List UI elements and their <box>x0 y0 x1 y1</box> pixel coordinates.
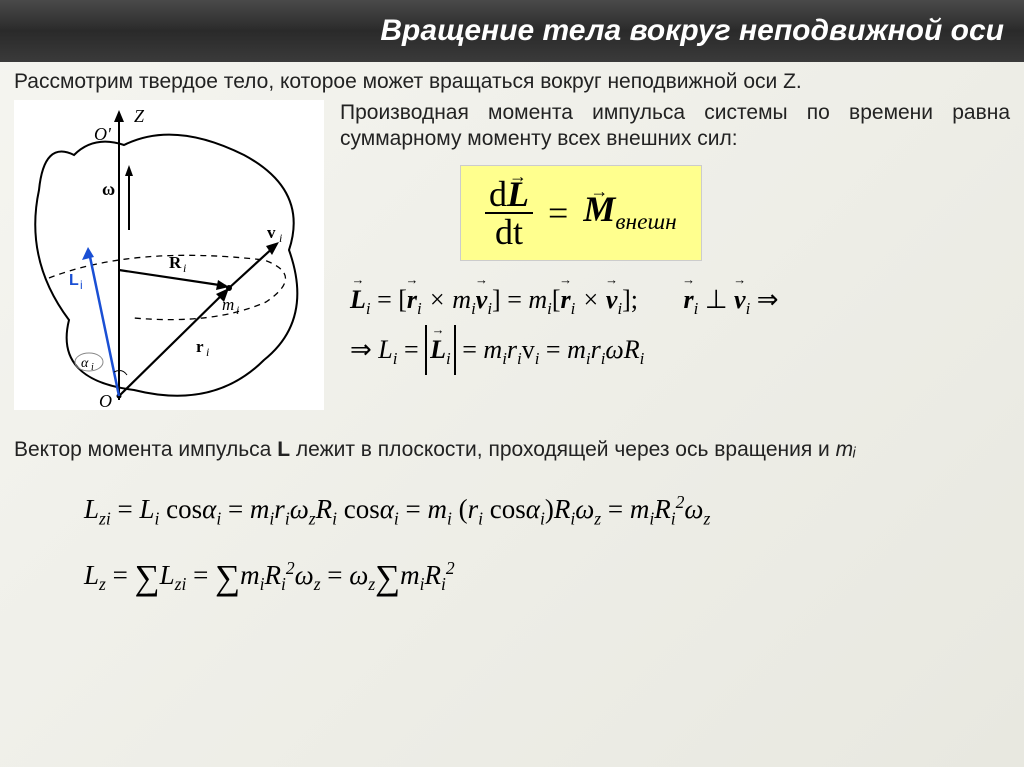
derivative-text: Производная момента импульса системы по … <box>340 100 1010 153</box>
svg-text:i: i <box>206 345 209 359</box>
equation-Li-definition: Li = [ri × mivi] = mi[ri × vi]; ri ⊥ vi … <box>340 275 1010 325</box>
svg-text:v: v <box>267 223 276 242</box>
main-formula: dL dt = Mвнешн <box>460 165 702 261</box>
slide-title: Вращение тела вокруг неподвижной оси <box>380 14 1004 48</box>
slide-content: Рассмотрим твердое тело, которое может в… <box>0 62 1024 625</box>
svg-text:O': O' <box>94 124 112 144</box>
svg-text:i: i <box>91 362 94 373</box>
svg-text:i: i <box>183 261 186 275</box>
svg-text:i: i <box>80 278 83 292</box>
intro-text: Рассмотрим твердое тело, которое может в… <box>14 70 1010 94</box>
svg-text:r: r <box>196 337 204 356</box>
diagram-svg: O' Z O ω m i R i r i <box>14 100 324 410</box>
equation-Li-magnitude: ⇒ Li = Li = mirivi = miriωRi <box>340 325 1010 375</box>
rotation-diagram: O' Z O ω m i R i r i <box>14 100 324 410</box>
svg-text:ω: ω <box>102 179 115 199</box>
svg-text:i: i <box>236 303 239 317</box>
svg-text:R: R <box>169 253 182 272</box>
svg-text:O: O <box>99 391 112 410</box>
equation-Lz-sum: Lz = ∑Lzi = ∑miRi2ωz = ωz∑miRi2 <box>14 539 1010 616</box>
svg-text:α: α <box>81 356 89 371</box>
svg-text:L: L <box>69 272 79 289</box>
slide-header: Вращение тела вокруг неподвижной оси <box>0 0 1024 62</box>
svg-text:Z: Z <box>134 106 145 126</box>
upper-row: O' Z O ω m i R i r i <box>14 100 1010 410</box>
vector-plane-text: Вектор момента импульса L лежит в плоско… <box>14 438 1010 462</box>
upper-right-block: Производная момента импульса системы по … <box>334 100 1010 410</box>
equation-Lzi: Lzi = Li cosαi = miriωzRi cosαi = mi (ri… <box>14 480 1010 539</box>
svg-text:i: i <box>279 231 282 245</box>
